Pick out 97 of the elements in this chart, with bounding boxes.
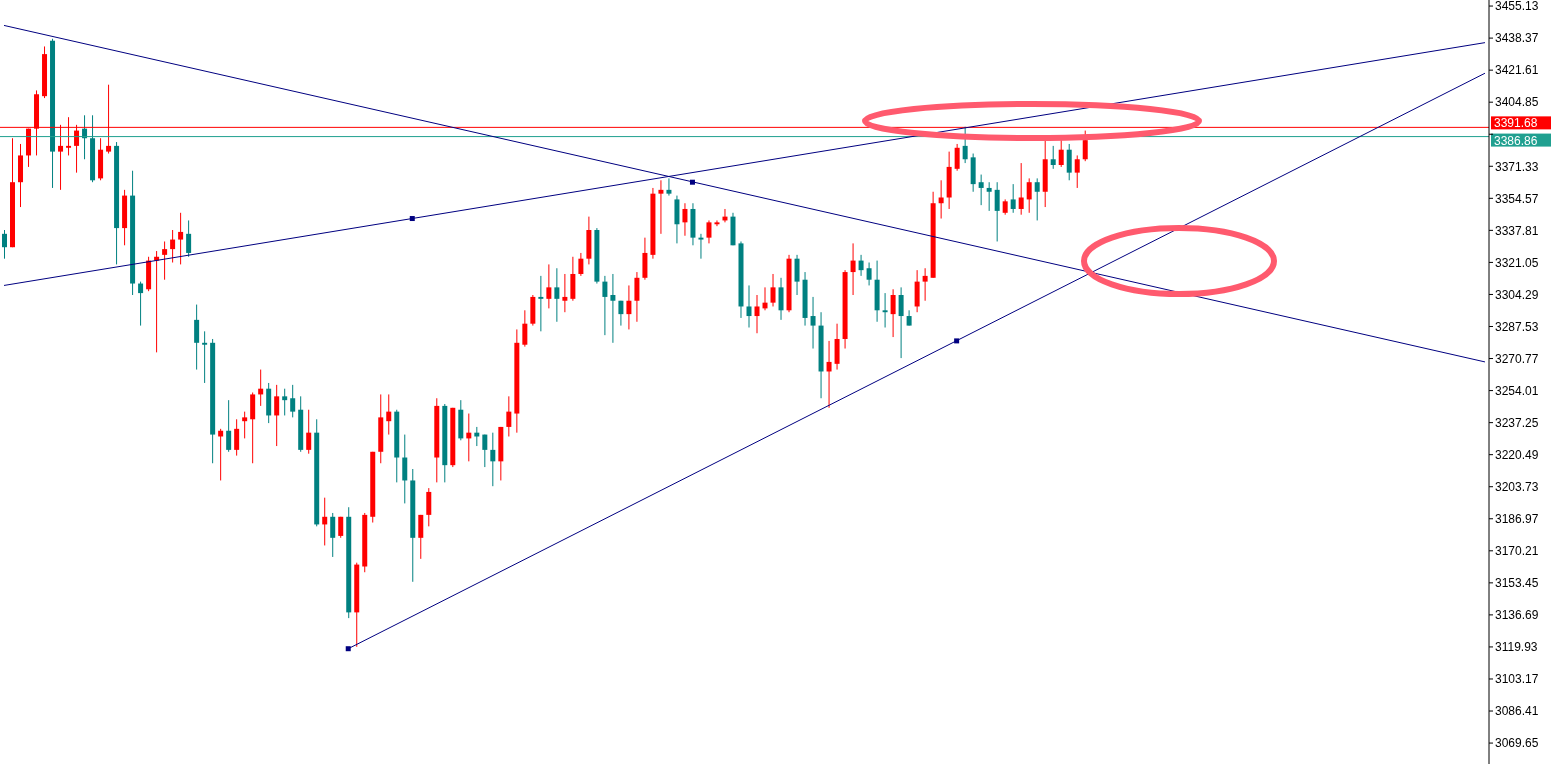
- candlestick: [1034, 177, 1040, 221]
- candlestick: [2, 229, 7, 260]
- y-tick-label: 3371.33: [1495, 159, 1539, 174]
- candlestick: [986, 181, 992, 212]
- candlestick: [562, 273, 568, 313]
- candlestick: [810, 296, 816, 350]
- candlestick: [882, 292, 888, 329]
- y-tick-label: 3086.41: [1495, 704, 1539, 719]
- candlestick: [242, 411, 248, 439]
- candlestick: [682, 202, 688, 237]
- candlestick: [490, 432, 496, 487]
- candlestick: [1074, 154, 1080, 189]
- candlestick: [626, 284, 632, 330]
- candlestick: [658, 179, 664, 235]
- candlestick: [706, 219, 712, 244]
- candlestick: [1026, 177, 1032, 214]
- candlestick: [386, 393, 392, 436]
- ref-line-label: 3391.68: [1494, 116, 1538, 131]
- candlestick: [634, 271, 640, 323]
- y-tick-label: 3438.37: [1495, 31, 1539, 46]
- candlestick: [858, 254, 864, 277]
- point: [345, 646, 351, 652]
- candlestick: [794, 254, 800, 296]
- y-tick-label: 3421.61: [1495, 63, 1539, 78]
- y-tick-label: 3321.05: [1495, 255, 1539, 270]
- candlestick: [546, 263, 552, 309]
- point: [409, 216, 415, 222]
- candlestick: [138, 281, 144, 327]
- y-tick-label: 3304.29: [1495, 287, 1539, 302]
- candlestick: [922, 267, 928, 302]
- candlestick: [274, 384, 280, 447]
- y-tick-label: 3203.73: [1495, 479, 1539, 494]
- point: [954, 338, 960, 344]
- y-tick-label: 3254.01: [1495, 383, 1539, 398]
- y-tick-label: 3186.97: [1495, 512, 1539, 527]
- candlestick: [170, 229, 176, 264]
- y-tick-label: 3119.93: [1495, 640, 1538, 655]
- candlestick: [962, 126, 968, 164]
- candlestick: [714, 219, 720, 227]
- candlestick: [746, 284, 752, 329]
- candlestick: [538, 275, 544, 332]
- candlestick: [698, 233, 704, 260]
- candlestick: [1018, 162, 1024, 216]
- y-tick-label: 3404.85: [1495, 95, 1539, 110]
- point: [689, 179, 695, 185]
- candlestick: [978, 174, 984, 206]
- candlestick: [850, 242, 856, 296]
- candlestick: [178, 212, 184, 265]
- y-tick-label: 3170.21: [1495, 544, 1539, 559]
- y-tick-label: 3354.57: [1495, 191, 1539, 206]
- candlestick: [1050, 145, 1056, 170]
- y-tick-label: 3153.45: [1495, 576, 1539, 591]
- candlestick: [1010, 183, 1016, 214]
- candlestick: [194, 304, 200, 371]
- candlestick: [778, 277, 784, 321]
- candlestick: [522, 309, 528, 348]
- candlestick: [890, 288, 896, 338]
- candlestick: [1066, 143, 1072, 181]
- candlestick: [898, 286, 904, 359]
- candlestick: [202, 330, 208, 384]
- candlestick: [306, 409, 312, 455]
- ref-line-label: 3386.86: [1494, 133, 1538, 148]
- candlestick: [402, 434, 408, 504]
- candlestick: [994, 181, 1000, 242]
- candlestick: [426, 487, 432, 527]
- y-tick-label: 3220.49: [1495, 447, 1539, 462]
- y-tick-label: 3103.17: [1495, 672, 1539, 687]
- candlestick: [666, 177, 672, 197]
- y-tick-label: 3069.65: [1495, 736, 1539, 751]
- candlestick: [866, 262, 872, 286]
- candlestick: [482, 434, 488, 468]
- candlestick: [610, 273, 616, 344]
- candlestick: [602, 275, 608, 336]
- candlestick: [554, 267, 560, 323]
- candlestick: [322, 497, 328, 546]
- y-tick-label: 3270.77: [1495, 351, 1539, 366]
- candlestick: [770, 273, 776, 307]
- candlestick: [506, 395, 512, 437]
- y-tick-label: 3287.53: [1495, 319, 1539, 334]
- candlestick: [330, 512, 336, 558]
- y-tick-label: 3237.25: [1495, 415, 1539, 430]
- candlestick: [186, 219, 192, 258]
- candlestick: [1058, 139, 1064, 168]
- candlestick: [954, 143, 960, 172]
- candlestick: [826, 340, 832, 409]
- candlestick: [162, 240, 168, 281]
- y-tick-label: 3337.81: [1495, 223, 1539, 238]
- candlestick: [754, 294, 760, 334]
- candlestick: [578, 252, 584, 277]
- candlestick: [290, 384, 296, 418]
- candlestick: [418, 514, 424, 560]
- y-tick-label: 3455.13: [1495, 0, 1539, 14]
- candlestick: [226, 399, 232, 453]
- candlestick: [618, 300, 624, 327]
- y-tick-label: 3136.69: [1495, 608, 1539, 623]
- candlestick: [234, 418, 240, 457]
- candlestick: [282, 388, 288, 416]
